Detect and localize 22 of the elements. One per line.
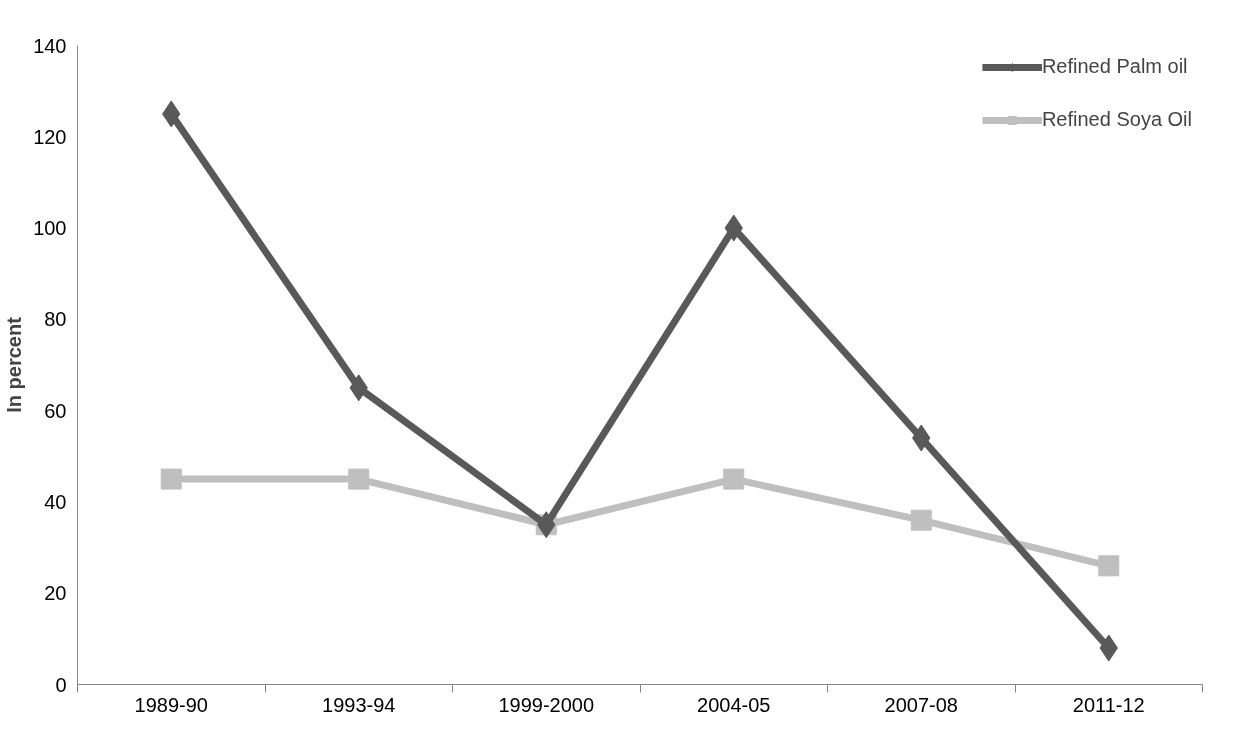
y-tick-label: 20 [44, 582, 67, 605]
legend-label: Refined Palm oil [1041, 55, 1188, 78]
y-tick-label: 140 [33, 34, 67, 57]
legend-label: Refined Soya Oil [1041, 108, 1192, 131]
y-tick-label: 80 [44, 308, 67, 331]
x-tick-label: 2011-12 [1072, 693, 1145, 716]
x-tick-label: 2007-08 [884, 693, 958, 716]
point [1098, 555, 1120, 577]
y-axis-title: In percent [3, 316, 26, 413]
y-tick-label: 100 [33, 217, 67, 240]
y-tick-label: 40 [44, 490, 67, 513]
y-tick-label: 60 [44, 399, 67, 422]
x-tick-label: 1999-2000 [498, 693, 595, 716]
point [348, 468, 370, 490]
y-tick-label: 0 [55, 673, 67, 696]
point [160, 468, 182, 490]
x-tick-label: 1993-94 [322, 693, 396, 716]
x-tick-label: 2004-05 [697, 693, 771, 716]
x-tick-label: 1989-90 [134, 693, 208, 716]
point [910, 509, 932, 531]
y-tick-label: 120 [33, 125, 67, 148]
point [723, 468, 745, 490]
